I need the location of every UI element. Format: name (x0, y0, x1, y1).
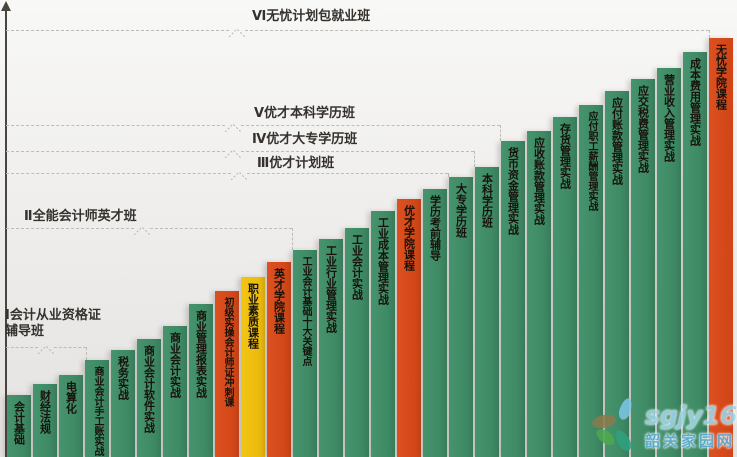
level-label: Ⅰ会计从业资格证辅导班 (5, 308, 101, 340)
watermark-chinese-name: 韶关家园网 (645, 432, 736, 450)
level-line-segment (6, 30, 229, 31)
level-line-segment (150, 228, 292, 229)
course-bar-label: 商业管理报表实战 (194, 310, 208, 398)
level-line-segment (241, 151, 474, 152)
flower-petal-green (593, 425, 618, 449)
course-bar-label: 会计基础 (12, 401, 26, 445)
course-bar-10: 职业素质课程 (241, 277, 265, 457)
course-bar-label: 优才学院课程 (402, 205, 416, 271)
course-bar-18: 大专学历班 (449, 177, 473, 457)
flower-logo-icon (590, 396, 644, 456)
course-bar-1: 会计基础 (7, 395, 31, 457)
course-bar-label: 成本费用管理实战 (688, 58, 702, 146)
flower-petal-blue (616, 396, 635, 422)
level-label: Ⅴ优才本科学历班 (254, 106, 356, 121)
flower-petal-olive (590, 412, 618, 431)
watermark-site: sgjy169 (645, 401, 737, 430)
course-bar-label: 应交税费管理实战 (636, 85, 650, 173)
course-bar-label: 职业素质课程 (246, 283, 260, 349)
level-label: Ⅵ无忧计划包就业班 (252, 9, 371, 24)
course-bar-26: 营业收入管理实战 (657, 68, 681, 457)
level-line-segment (241, 125, 500, 126)
course-bar-label: 无忧学院课程 (714, 44, 728, 110)
level-label: Ⅳ优才大专学历班 (252, 132, 358, 147)
level-line-drop (292, 228, 293, 250)
course-bar-label: 工业行业管理实战 (324, 245, 338, 333)
level-line-chevron-icon (224, 143, 242, 159)
course-bar-2: 财经法规 (33, 384, 57, 457)
course-bar-label: 应收账款管理实战 (532, 137, 546, 225)
course-bar-8: 商业管理报表实战 (189, 304, 213, 457)
course-bar-24: 应付账款管理实战 (605, 91, 629, 457)
course-bar-14: 工业会计实战 (345, 228, 369, 457)
level-line-segment (6, 347, 38, 348)
course-bar-20: 货币资金管理实战 (501, 141, 525, 457)
course-bar-label: 货币资金管理实战 (506, 147, 520, 235)
level-line-drop (709, 30, 710, 38)
course-bar-label: 商业会计软件实战 (142, 345, 156, 433)
course-bar-label: 本科学历班 (480, 173, 494, 228)
course-bar-label: 初级实操会计师证冲刺课 (222, 297, 233, 407)
course-bar-22: 存货管理实战 (553, 117, 577, 457)
level-line-segment (6, 228, 134, 229)
course-bar-16: 优才学院课程 (397, 199, 421, 457)
course-bar-label: 电算化 (64, 381, 78, 414)
course-bar-label: 工业成本管理实战 (376, 217, 390, 305)
course-bar-25: 应交税费管理实战 (631, 79, 655, 457)
course-bar-label: 商业会计实战 (168, 332, 182, 398)
flower-petal-teal (611, 427, 635, 454)
course-bar-17: 学历考前辅导 (423, 189, 447, 457)
level-label: Ⅱ全能会计师英才班 (24, 209, 137, 224)
level-line-drop (86, 347, 87, 360)
course-bar-12: 工业会计基础十大关键点 (293, 250, 317, 457)
level-line-segment (6, 173, 231, 174)
level-line-chevron-icon (228, 22, 246, 38)
course-bar-21: 应收账款管理实战 (527, 131, 551, 457)
course-bar-label: 工业会计实战 (350, 234, 364, 300)
course-bar-label: 存货管理实战 (558, 123, 572, 189)
course-bar-label: 商业会计手工账实战 (92, 366, 103, 456)
course-bar-label: 英才学院课程 (272, 268, 286, 334)
course-bar-label: 营业收入管理实战 (662, 74, 676, 162)
level-line-segment (247, 173, 448, 174)
course-bar-28: 无忧学院课程 (709, 38, 733, 457)
course-bar-19: 本科学历班 (475, 167, 499, 457)
y-axis-line (5, 9, 7, 457)
course-bar-label: 应付账款管理实战 (610, 97, 624, 185)
level-label: Ⅲ优才计划班 (257, 156, 335, 171)
course-bar-label: 大专学历班 (454, 183, 468, 238)
level-line-chevron-icon (230, 165, 248, 181)
course-bar-label: 工业会计基础十大关键点 (300, 256, 311, 366)
level-line-drop (500, 125, 501, 141)
course-bar-label: 财经法规 (38, 390, 52, 434)
course-bar-3: 电算化 (59, 375, 83, 457)
level-line-segment (54, 347, 86, 348)
course-bar-27: 成本费用管理实战 (683, 52, 707, 457)
course-bar-label: 学历考前辅导 (428, 195, 442, 261)
level-line-segment (245, 30, 709, 31)
course-bar-5: 税务实战 (111, 350, 135, 457)
course-bar-9: 初级实操会计师证冲刺课 (215, 291, 239, 457)
level-line-segment (6, 125, 225, 126)
course-bar-11: 英才学院课程 (267, 262, 291, 457)
course-bar-15: 工业成本管理实战 (371, 211, 395, 457)
watermark: sgjy169.com 韶关家园网 (590, 396, 737, 457)
course-bar-6: 商业会计软件实战 (137, 339, 161, 457)
level-line-drop (474, 151, 475, 167)
course-bar-label: 税务实战 (116, 356, 130, 400)
level-line-drop (448, 173, 449, 177)
course-bar-label: 应付职工薪酬管理实战 (586, 111, 597, 211)
level-line-chevron-icon (224, 117, 242, 133)
course-bar-7: 商业会计实战 (163, 326, 187, 457)
watermark-site-name: sgjy169.com (645, 403, 737, 428)
watermark-text: sgjy169.com 韶关家园网 (645, 403, 737, 451)
course-bar-23: 应付职工薪酬管理实战 (579, 105, 603, 457)
y-axis-arrow-icon (1, 1, 11, 11)
course-bar-4: 商业会计手工账实战 (85, 360, 109, 457)
level-line-segment (6, 151, 225, 152)
course-bar-13: 工业行业管理实战 (319, 239, 343, 457)
